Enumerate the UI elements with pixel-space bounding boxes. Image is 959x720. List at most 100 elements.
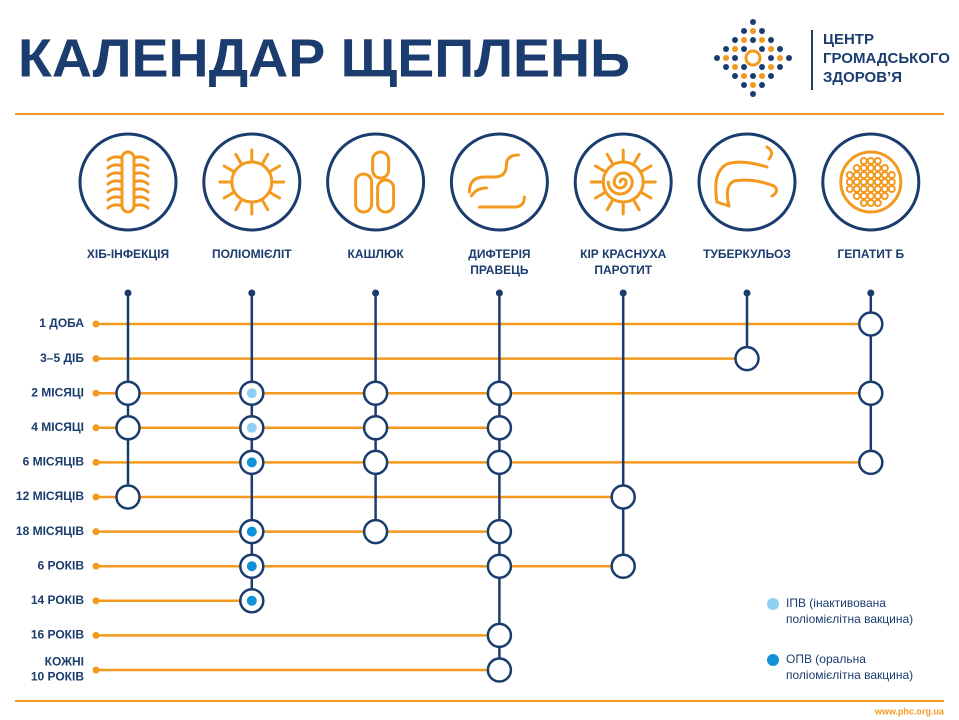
logo-ring <box>744 49 762 67</box>
vaccine-dot <box>124 289 132 297</box>
age-dot <box>92 631 100 639</box>
icon-shape <box>106 155 124 162</box>
logo-dot <box>759 46 765 52</box>
dose <box>486 518 513 545</box>
icon-ring <box>326 132 426 232</box>
dose-type <box>246 526 257 537</box>
icon-shape <box>132 179 150 186</box>
icon-shape <box>469 186 488 198</box>
icon-shape <box>467 153 520 194</box>
logo-dot <box>768 64 774 70</box>
legend-label: поліомієлітна вакцина) <box>786 668 913 682</box>
legend-swatch <box>767 598 779 610</box>
dose <box>115 415 141 441</box>
logo-dot <box>759 73 765 79</box>
icon-shape <box>106 195 124 202</box>
icon-shape <box>632 152 641 165</box>
logo-mark <box>714 19 792 97</box>
age-dot <box>92 320 100 328</box>
age-dot <box>92 528 100 536</box>
age-label: 4 МІСЯЦІ <box>31 420 84 434</box>
age-label: 18 МІСЯЦІВ <box>16 524 84 538</box>
dose <box>115 484 141 510</box>
logo-dot <box>732 55 738 61</box>
icon-shape <box>234 152 243 165</box>
dose <box>486 449 513 476</box>
logo-dot <box>786 55 792 61</box>
icon-shape <box>640 191 653 200</box>
vaccine-icon <box>697 132 797 232</box>
icon-shape <box>230 160 274 204</box>
dose-type <box>246 388 257 399</box>
logo-dot <box>768 46 774 52</box>
logo-dot <box>741 37 747 43</box>
logo-dot <box>750 73 756 79</box>
dose <box>610 484 636 510</box>
logo-dot <box>777 64 783 70</box>
logo-dot <box>714 55 720 61</box>
icon-shape <box>132 195 150 202</box>
vaccine-label: ПАРОТИТ <box>594 263 652 277</box>
vaccine-icon <box>78 132 178 232</box>
icon-shape <box>261 199 270 212</box>
icon-ring <box>449 132 549 232</box>
icon-shape <box>132 155 150 162</box>
icon-shape <box>269 164 282 173</box>
age-label: 2 МІСЯЦІ <box>31 385 84 399</box>
age-dot <box>92 666 100 674</box>
icon-shape <box>632 199 641 212</box>
age-label: 6 МІСЯЦІВ <box>23 455 85 469</box>
age-label: 1 ДОБА <box>39 316 84 330</box>
logo-text: ГРОМАДСЬКОГО <box>823 50 950 67</box>
icon-shape <box>371 150 391 180</box>
icon-shape <box>593 164 606 173</box>
dose <box>610 553 636 579</box>
vaccine-label: ТУБЕРКУЛЬОЗ <box>703 247 791 261</box>
icon-shape <box>376 178 396 214</box>
vaccine-label: КАШЛЮК <box>348 247 405 261</box>
vaccine-dot <box>743 289 751 297</box>
icon-shape <box>269 191 282 200</box>
logo-text: ЗДОРОВ’Я <box>823 69 902 86</box>
logo-dot <box>768 37 774 43</box>
logo-dot <box>759 82 765 88</box>
logo-dot <box>750 82 756 88</box>
icon-shape <box>873 199 882 207</box>
dose <box>486 380 513 406</box>
icon-shape <box>605 152 614 165</box>
logo-dot <box>750 37 756 43</box>
dose <box>486 415 513 441</box>
dose-type <box>246 457 257 468</box>
icon-shape <box>106 171 124 178</box>
dose <box>486 553 513 579</box>
age-label: 10 РОКІВ <box>31 670 85 684</box>
icon-shape <box>222 191 235 200</box>
icon-shape <box>261 152 270 165</box>
dose-type <box>246 595 257 606</box>
icon-ring <box>78 132 178 232</box>
logo-dot <box>777 55 783 61</box>
dose <box>858 380 884 406</box>
logo-dot <box>741 28 747 34</box>
logo-dot <box>741 46 747 52</box>
icon-shape <box>606 171 634 196</box>
age-dot <box>92 355 100 363</box>
icon-shape <box>106 179 124 186</box>
logo-dot <box>732 37 738 43</box>
age-dot <box>92 562 100 570</box>
vaccine-dot <box>495 289 503 297</box>
logo-dot <box>768 55 774 61</box>
icon-shape <box>106 163 124 170</box>
dose <box>486 657 513 683</box>
logo-dot <box>723 55 729 61</box>
icon-shape <box>714 160 769 204</box>
logo-dot <box>759 64 765 70</box>
age-label: 14 РОКІВ <box>31 593 85 607</box>
logo-dot <box>759 37 765 43</box>
dose <box>362 449 389 476</box>
vaccine-icon <box>573 132 673 232</box>
age-label: КОЖНІ <box>45 655 84 669</box>
icon-shape <box>593 191 606 200</box>
vaccine-label: ГЕПАТИТ Б <box>837 247 904 261</box>
